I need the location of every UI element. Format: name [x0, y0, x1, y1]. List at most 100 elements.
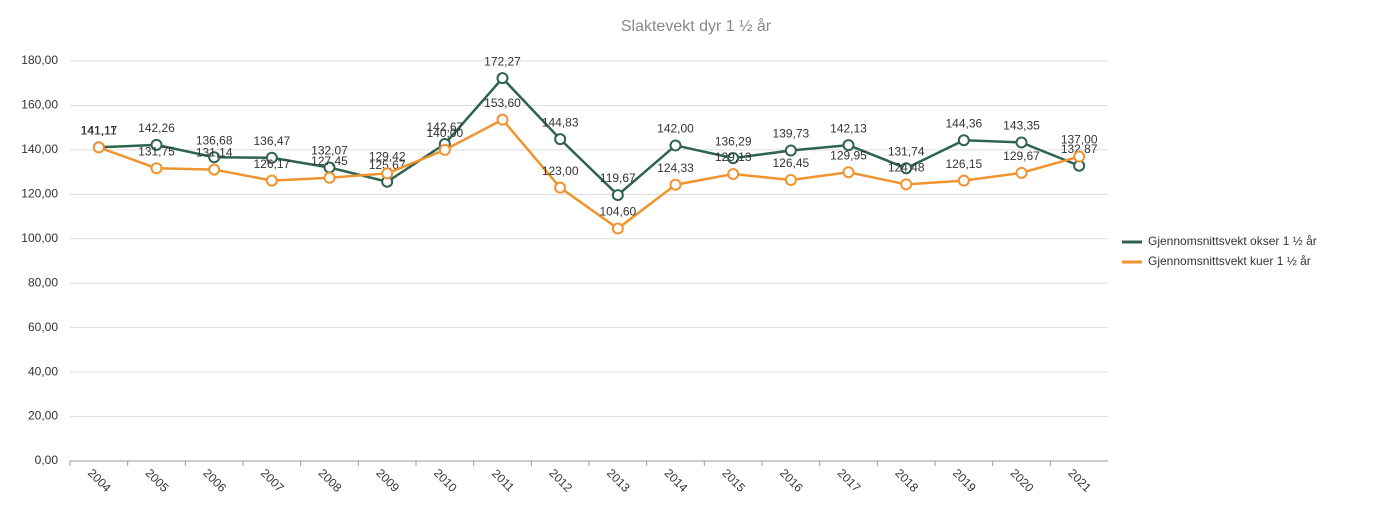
x-tick-label: 2008 [316, 466, 345, 495]
x-tick-label: 2014 [662, 466, 691, 495]
x-tick-label: 2011 [489, 466, 517, 494]
data-label: 172,27 [484, 54, 521, 68]
data-label: 126,17 [253, 157, 290, 171]
data-point [727, 152, 740, 165]
data-point [784, 144, 797, 157]
data-point [265, 174, 278, 187]
data-point [957, 174, 970, 187]
data-point [1015, 166, 1028, 179]
data-label: 136,68 [196, 133, 233, 147]
data-point [92, 141, 105, 154]
data-label: 142,67 [426, 120, 463, 134]
y-tick-label: 0,00 [35, 453, 59, 467]
data-label: 139,73 [772, 127, 809, 141]
data-label: 131,75 [138, 144, 175, 158]
data-point [842, 166, 855, 179]
data-point [496, 113, 509, 126]
y-tick-label: 60,00 [28, 320, 58, 334]
data-label: 142,26 [138, 121, 175, 135]
x-tick-label: 2004 [85, 466, 114, 495]
x-tick-label: 2007 [258, 466, 287, 495]
x-tick-label: 2016 [777, 466, 806, 495]
x-tick-label: 2005 [143, 466, 172, 495]
data-label: 131,14 [196, 146, 233, 160]
data-point [669, 139, 682, 152]
data-point [438, 143, 451, 156]
data-label: 126,15 [945, 157, 982, 171]
y-tick-label: 180,00 [21, 53, 58, 67]
x-tick-label: 2021 [1065, 466, 1094, 495]
data-point [611, 222, 624, 235]
y-tick-label: 100,00 [21, 231, 58, 245]
data-point [842, 139, 855, 152]
data-point [208, 151, 221, 164]
legend-label: Gjennomsnittsvekt kuer 1 ½ år [1148, 254, 1311, 268]
data-label: 142,13 [830, 121, 867, 135]
data-point [554, 181, 567, 194]
x-tick-label: 2017 [835, 466, 864, 495]
data-label: 129,13 [715, 150, 752, 164]
series-line [98, 118, 1080, 231]
data-point [496, 72, 509, 85]
data-label: 123,00 [542, 164, 579, 178]
data-point [784, 174, 797, 186]
data-label: 153,60 [484, 96, 521, 110]
data-label: 141,17 [80, 123, 117, 137]
legend-label: Gjennomsnittsvekt okser 1 ½ år [1148, 234, 1317, 248]
data-label: 136,29 [715, 134, 752, 148]
data-label: 140,00 [426, 126, 463, 140]
data-label: 144,36 [945, 116, 982, 130]
data-label: 144,83 [542, 115, 579, 129]
y-tick-label: 80,00 [28, 275, 58, 289]
x-tick-label: 2010 [431, 466, 460, 495]
data-point [900, 178, 913, 191]
data-label: 142,00 [657, 122, 694, 136]
data-point [265, 151, 278, 164]
data-point [150, 162, 163, 175]
y-tick-label: 40,00 [28, 364, 58, 378]
x-tick-label: 2006 [200, 466, 229, 495]
data-point [611, 189, 624, 202]
data-label: 131,74 [888, 144, 925, 158]
x-tick-label: 2012 [546, 466, 575, 495]
data-point [323, 171, 336, 184]
data-point [381, 167, 394, 180]
data-point [208, 163, 221, 176]
data-label: 119,67 [600, 171, 636, 185]
data-label: 143,35 [1003, 119, 1040, 133]
data-label: 104,60 [599, 205, 636, 219]
data-point [957, 134, 970, 147]
data-label: 129,67 [1003, 149, 1040, 163]
data-point [1015, 136, 1028, 149]
data-label: 129,42 [369, 150, 406, 164]
data-label: 136,47 [253, 134, 290, 148]
data-label: 127,45 [311, 154, 348, 168]
y-tick-label: 20,00 [28, 409, 58, 423]
y-tick-label: 160,00 [21, 98, 58, 112]
data-label: 137,00 [1061, 133, 1098, 147]
data-label: 124,33 [657, 161, 694, 175]
y-tick-label: 120,00 [21, 187, 58, 201]
data-label: 129,95 [830, 148, 867, 162]
y-tick-label: 140,00 [21, 142, 58, 156]
x-tick-label: 2009 [373, 466, 402, 495]
data-label: 132,07 [311, 144, 348, 158]
data-label: 141,11 [81, 124, 117, 138]
x-tick-label: 2018 [892, 466, 921, 495]
x-tick-label: 2015 [719, 466, 748, 495]
data-point [554, 133, 567, 146]
data-label: 132,87 [1061, 142, 1098, 156]
data-point [669, 178, 682, 191]
data-label: 126,45 [772, 156, 809, 170]
chart-title: Slaktevekt dyr 1 ½ år [621, 17, 772, 35]
x-tick-label: 2020 [1008, 466, 1037, 495]
x-tick-label: 2013 [604, 466, 633, 495]
data-point [1073, 150, 1086, 163]
data-point [150, 138, 163, 151]
data-point [727, 168, 740, 181]
series-line [98, 76, 1080, 197]
x-tick-label: 2019 [950, 466, 979, 495]
data-label: 124,48 [888, 161, 925, 175]
data-point [900, 162, 913, 175]
